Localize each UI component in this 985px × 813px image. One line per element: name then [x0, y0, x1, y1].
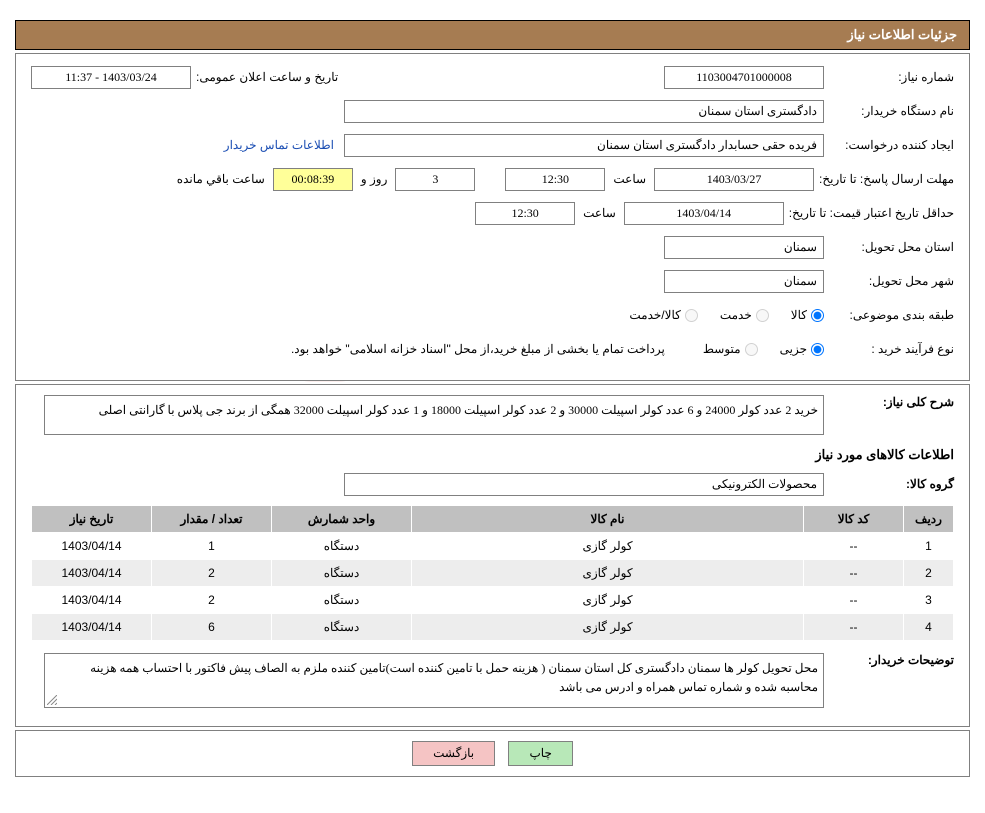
category-both-radio[interactable]	[685, 309, 698, 322]
table-cell: --	[804, 533, 904, 560]
table-cell: کولر گازی	[412, 560, 804, 587]
table-cell: 2	[904, 560, 954, 587]
table-cell: دستگاه	[272, 533, 412, 560]
validity-time-field[interactable]	[475, 202, 575, 225]
table-row: 2--کولر گازیدستگاه21403/04/14	[32, 560, 954, 587]
category-goods-radio[interactable]	[811, 309, 824, 322]
deadline-label: مهلت ارسال پاسخ: تا تاریخ:	[814, 172, 954, 186]
table-cell: 1403/04/14	[32, 533, 152, 560]
request-number-field[interactable]	[664, 66, 824, 89]
table-cell: دستگاه	[272, 614, 412, 641]
general-desc-text: خرید 2 عدد کولر 24000 و 6 عدد کولر اسپیل…	[99, 403, 818, 417]
th-date: تاریخ نیاز	[32, 506, 152, 533]
items-section-title: اطلاعات کالاهای مورد نیاز	[31, 447, 954, 463]
table-cell: 1403/04/14	[32, 614, 152, 641]
province-label: استان محل تحویل:	[824, 240, 954, 254]
announce-date-field[interactable]	[31, 66, 191, 89]
table-cell: 2	[152, 587, 272, 614]
deadline-date-field[interactable]	[654, 168, 814, 191]
general-desc-box[interactable]: خرید 2 عدد کولر 24000 و 6 عدد کولر اسپیل…	[44, 395, 824, 435]
validity-label: حداقل تاریخ اعتبار قیمت: تا تاریخ:	[784, 206, 954, 220]
province-field[interactable]	[664, 236, 824, 259]
purchase-type-label: نوع فرآیند خرید :	[824, 342, 954, 356]
page-title: جزئیات اطلاعات نیاز	[847, 27, 957, 42]
table-cell: دستگاه	[272, 587, 412, 614]
button-bar: چاپ بازگشت	[15, 730, 970, 777]
table-cell: --	[804, 587, 904, 614]
table-cell: دستگاه	[272, 560, 412, 587]
requester-field[interactable]	[344, 134, 824, 157]
buyer-notes-label: توضیحات خریدار:	[824, 653, 954, 667]
table-cell: 2	[152, 560, 272, 587]
group-label: گروه کالا:	[824, 477, 954, 491]
th-row: ردیف	[904, 506, 954, 533]
table-cell: 1403/04/14	[32, 587, 152, 614]
table-cell: 6	[152, 614, 272, 641]
table-cell: کولر گازی	[412, 533, 804, 560]
purchase-note: پرداخت تمام یا بخشی از مبلغ خرید،از محل …	[291, 342, 665, 356]
back-button[interactable]: بازگشت	[412, 741, 495, 766]
requester-label: ایجاد کننده درخواست:	[824, 138, 954, 152]
buyer-contact-link[interactable]: اطلاعات تماس خریدار	[224, 138, 334, 152]
purchase-medium-radio[interactable]	[745, 343, 758, 356]
time-label-2: ساعت	[583, 206, 616, 220]
announce-date-label: تاریخ و ساعت اعلان عمومی:	[191, 70, 338, 84]
time-label-1: ساعت	[613, 172, 646, 186]
validity-date-field[interactable]	[624, 202, 784, 225]
th-name: نام کالا	[412, 506, 804, 533]
city-field[interactable]	[664, 270, 824, 293]
table-cell: --	[804, 560, 904, 587]
category-goods-label: کالا	[791, 308, 807, 322]
purchase-medium-label: متوسط	[703, 342, 741, 356]
deadline-time-field[interactable]	[505, 168, 605, 191]
page-header: جزئیات اطلاعات نیاز	[15, 20, 970, 50]
table-cell: 1	[152, 533, 272, 560]
category-service-radio[interactable]	[756, 309, 769, 322]
buyer-org-field[interactable]	[344, 100, 824, 123]
request-number-label: شماره نیاز:	[824, 70, 954, 84]
table-cell: 1	[904, 533, 954, 560]
table-cell: --	[804, 614, 904, 641]
purchase-minor-radio[interactable]	[811, 343, 824, 356]
days-label: روز و	[361, 172, 388, 186]
table-cell: 1403/04/14	[32, 560, 152, 587]
resize-handle-icon	[47, 695, 57, 705]
remaining-label: ساعت باقي مانده	[177, 172, 265, 186]
table-cell: کولر گازی	[412, 587, 804, 614]
details-panel: شرح کلی نیاز: خرید 2 عدد کولر 24000 و 6 …	[15, 384, 970, 727]
main-form-panel: شماره نیاز: تاریخ و ساعت اعلان عمومی: نا…	[15, 53, 970, 381]
th-unit: واحد شمارش	[272, 506, 412, 533]
category-service-label: خدمت	[720, 308, 752, 322]
purchase-minor-label: جزیی	[780, 342, 807, 356]
buyer-notes-text: محل تحویل کولر ها سمنان دادگستری کل استا…	[90, 661, 818, 694]
table-row: 4--کولر گازیدستگاه61403/04/14	[32, 614, 954, 641]
category-both-label: کالا/خدمت	[629, 308, 680, 322]
th-code: کد کالا	[804, 506, 904, 533]
city-label: شهر محل تحویل:	[824, 274, 954, 288]
hours-remaining-field[interactable]	[273, 168, 353, 191]
general-desc-label: شرح کلی نیاز:	[824, 395, 954, 409]
buyer-org-label: نام دستگاه خریدار:	[824, 104, 954, 118]
table-row: 1--کولر گازیدستگاه11403/04/14	[32, 533, 954, 560]
th-qty: تعداد / مقدار	[152, 506, 272, 533]
group-field[interactable]	[344, 473, 824, 496]
print-button[interactable]: چاپ	[508, 741, 572, 766]
table-cell: 3	[904, 587, 954, 614]
days-remaining-field[interactable]	[395, 168, 475, 191]
table-cell: کولر گازی	[412, 614, 804, 641]
items-table: ردیف کد کالا نام کالا واحد شمارش تعداد /…	[31, 505, 954, 641]
table-row: 3--کولر گازیدستگاه21403/04/14	[32, 587, 954, 614]
buyer-notes-box[interactable]: محل تحویل کولر ها سمنان دادگستری کل استا…	[44, 653, 824, 708]
category-label: طبقه بندی موضوعی:	[824, 308, 954, 322]
table-cell: 4	[904, 614, 954, 641]
